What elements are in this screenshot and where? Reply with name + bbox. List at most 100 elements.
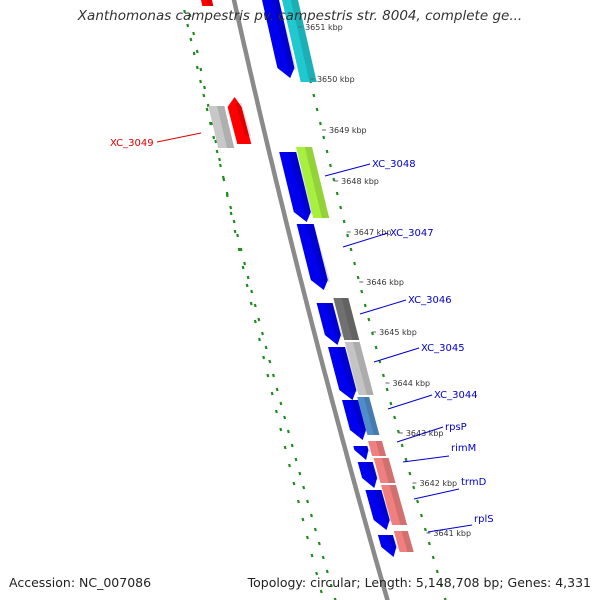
gene-feature-2[interactable] — [200, 0, 214, 6]
gene-feature-18[interactable] — [365, 490, 390, 530]
outer-dot — [332, 177, 336, 182]
inner-dot — [219, 163, 222, 168]
scale-tick-label: 3641 kbp — [433, 529, 471, 538]
gene-feature-15[interactable] — [368, 441, 387, 456]
far-inner-dot — [292, 481, 296, 486]
gene-label-XC_3049[interactable]: XC_3049 — [110, 138, 154, 149]
gene-feature-8[interactable] — [316, 303, 341, 345]
gene-shade-12 — [350, 400, 369, 432]
scale-tick-label: 3647 kbp — [354, 228, 392, 237]
far-inner-dot — [279, 427, 283, 432]
outer-dot — [382, 373, 385, 378]
gene-labels[interactable]: XC_3049 XC_3048 XC_3047 XC_3046 XC_3045 XC_30… — [110, 132, 494, 533]
far-inner-dot — [270, 391, 274, 396]
gene-feature-20[interactable] — [377, 535, 397, 557]
gene-feature-16[interactable] — [357, 462, 378, 488]
outer-dot — [325, 149, 329, 154]
inner-dot — [317, 541, 321, 546]
inner-dot — [253, 303, 257, 308]
gene-feature-19[interactable] — [381, 485, 408, 525]
far-inner-dot — [241, 265, 245, 270]
gene-feature-0[interactable] — [261, 0, 295, 78]
gene-feature-1[interactable] — [281, 0, 317, 82]
far-inner-dot — [214, 139, 218, 144]
gene-feature-5[interactable] — [279, 152, 311, 222]
outer-dot — [393, 415, 397, 420]
inner-dot — [229, 205, 233, 210]
inner-dot — [208, 121, 212, 126]
gene-feature-21[interactable] — [393, 531, 414, 552]
outer-dot — [353, 261, 357, 266]
far-inner-dot — [266, 373, 270, 378]
gene-shade-11 — [352, 342, 374, 395]
scale-tick-label: 3646 kbp — [366, 278, 404, 287]
inner-dot — [279, 401, 283, 406]
inner-dot — [236, 233, 240, 238]
gene-feature-14[interactable] — [353, 446, 369, 460]
gene-label-rplS[interactable]: rplS — [474, 514, 494, 525]
inner-dot — [243, 261, 247, 266]
genome-summary-text: Topology: circular; Length: 5,148,708 bp… — [247, 575, 591, 590]
gene-feature-11[interactable] — [344, 342, 374, 395]
gene-label-trmD[interactable]: trmD — [461, 477, 487, 488]
inner-dot — [290, 443, 294, 448]
outer-dot — [404, 457, 408, 462]
outer-dot — [342, 219, 346, 224]
inner-dot — [302, 485, 306, 490]
scale-tick-label: 3645 kbp — [379, 328, 417, 337]
far-inner-dot — [283, 445, 287, 450]
gene-label-XC_3044[interactable]: XC_3044 — [434, 390, 478, 401]
gene-shade-0 — [271, 0, 297, 70]
gene-feature-17[interactable] — [373, 458, 396, 483]
gene-label-rimM[interactable]: rimM — [451, 443, 476, 454]
gene-feature-6[interactable] — [296, 147, 330, 218]
label-leader-line — [396, 426, 444, 443]
gene-feature-7[interactable] — [296, 224, 328, 290]
inner-dot — [283, 415, 287, 420]
inner-dot — [186, 23, 190, 28]
label-leader-line — [402, 455, 450, 463]
far-inner-dot — [274, 409, 278, 414]
outer-dot — [431, 555, 435, 560]
outer-dot — [312, 93, 316, 98]
gene-feature-12[interactable] — [342, 400, 366, 440]
gene-label-XC_3047[interactable]: XC_3047 — [390, 228, 434, 239]
outer-dot — [435, 569, 439, 574]
label-leader-line — [387, 394, 433, 410]
far-inner-dot — [262, 355, 266, 360]
far-inner-dot — [195, 49, 199, 54]
far-inner-dot — [258, 337, 261, 342]
map-title: Xanthomonas campestris pv. campestris st… — [77, 8, 523, 24]
gene-label-XC_3045[interactable]: XC_3045 — [421, 343, 465, 354]
inner-dot — [199, 79, 202, 84]
far-inner-dot — [233, 229, 237, 234]
gene-label-XC_3046[interactable]: XC_3046 — [408, 295, 452, 306]
gene-label-XC_3048[interactable]: XC_3048 — [372, 159, 416, 170]
inner-dot — [246, 275, 250, 280]
outer-dot — [416, 499, 420, 504]
gene-label-rpsP[interactable]: rpsP — [445, 422, 467, 433]
gene-feature-3[interactable] — [208, 106, 235, 148]
outer-dot — [408, 471, 412, 476]
label-leader-line — [324, 163, 371, 177]
gene-feature-4[interactable] — [227, 97, 252, 144]
outer-dot — [367, 317, 371, 322]
inner-dot — [239, 247, 243, 252]
inner-dot — [329, 583, 333, 588]
outer-dot — [346, 233, 350, 238]
outer-dot — [363, 303, 367, 308]
label-leader-line — [156, 132, 202, 143]
label-leader-line — [342, 232, 389, 248]
label-leader-line — [413, 488, 460, 500]
outer-dot — [412, 485, 416, 490]
outer-dot — [318, 121, 322, 126]
far-inner-dot — [310, 553, 314, 558]
gene-feature-10[interactable] — [328, 347, 357, 400]
outer-dot — [356, 275, 360, 280]
gene-feature-13[interactable] — [357, 397, 380, 435]
inner-dot — [189, 37, 193, 42]
inner-dot — [272, 373, 275, 378]
inner-dot — [261, 331, 264, 336]
gene-feature-9[interactable] — [333, 298, 360, 340]
